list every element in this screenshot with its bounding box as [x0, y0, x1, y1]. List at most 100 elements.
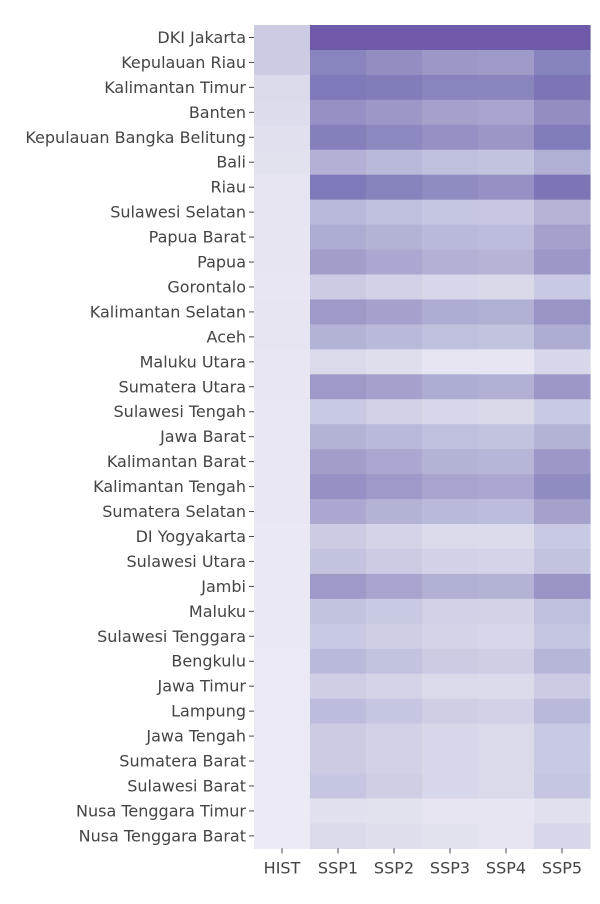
heatmap-cell	[478, 199, 535, 226]
y-tick-label: DI Yogyakarta	[136, 527, 246, 546]
heatmap-cell	[366, 124, 423, 151]
heatmap-cell	[478, 74, 535, 101]
heatmap-cell	[254, 349, 311, 375]
heatmap-cell	[366, 723, 423, 750]
heatmap-cell	[254, 449, 311, 475]
heatmap-cell	[534, 124, 591, 151]
y-tick-label: Jawa Tengah	[145, 727, 246, 746]
y-tick-label: Gorontalo	[167, 277, 246, 296]
y-tick-label: Bengkulu	[171, 652, 246, 671]
y-tick-label: Sulawesi Tengah	[114, 402, 246, 421]
heatmap-cell	[478, 648, 535, 675]
heatmap-cell	[254, 474, 311, 500]
heatmap-cell	[366, 798, 423, 824]
heatmap-cell	[310, 249, 367, 276]
heatmap-cell	[534, 25, 591, 51]
y-tick-label: Jawa Timur	[156, 677, 246, 696]
heatmap-cell	[254, 524, 311, 550]
y-tick-label: Bali	[216, 153, 246, 172]
heatmap-cell	[534, 499, 591, 525]
y-tick-label: Sumatera Utara	[119, 377, 246, 396]
heatmap-cell	[478, 25, 535, 51]
heatmap-cell	[310, 124, 367, 151]
heatmap-cell	[478, 823, 535, 849]
heatmap-cell	[422, 598, 479, 625]
heatmap-cell	[366, 299, 423, 325]
heatmap-cell	[422, 99, 479, 126]
heatmap-cell	[254, 199, 311, 226]
y-tick-label: Nusa Tenggara Barat	[79, 826, 246, 845]
y-tick-label: Jambi	[200, 577, 246, 596]
heatmap-cell	[254, 598, 311, 625]
heatmap-cell	[422, 648, 479, 675]
y-tick-label: Kepulauan Riau	[121, 53, 246, 72]
heatmap-cell	[422, 548, 479, 575]
y-tick-label: DKI Jakarta	[157, 28, 246, 47]
heatmap-cell	[478, 374, 535, 400]
heatmap-cell	[422, 199, 479, 226]
heatmap-cell	[310, 424, 367, 450]
heatmap-cell	[366, 823, 423, 849]
heatmap-cell	[422, 823, 479, 849]
heatmap-cell	[534, 623, 591, 650]
heatmap-cell	[254, 149, 311, 176]
y-tick-label: Riau	[210, 178, 246, 197]
heatmap-cell	[254, 698, 311, 725]
heatmap-cell	[478, 673, 535, 700]
y-tick-label: Sumatera Selatan	[102, 502, 246, 521]
heatmap-cell	[254, 224, 311, 251]
heatmap-cell	[534, 149, 591, 176]
y-tick-label: Papua Barat	[149, 228, 246, 247]
heatmap-cell	[534, 698, 591, 725]
heatmap-cell	[366, 648, 423, 675]
heatmap-cell	[254, 648, 311, 675]
heatmap-cell	[422, 449, 479, 475]
y-tick-label: Jawa Barat	[159, 427, 246, 446]
heatmap-cell	[478, 573, 535, 600]
heatmap-cell	[422, 573, 479, 600]
heatmap-cell	[310, 224, 367, 251]
heatmap-cell	[534, 224, 591, 251]
heatmap-cell	[254, 299, 311, 325]
heatmap-cell	[310, 449, 367, 475]
heatmap-cell	[422, 723, 479, 750]
heatmap-cell	[422, 149, 479, 176]
y-tick-label: Sulawesi Selatan	[110, 203, 246, 222]
heatmap-cell	[422, 324, 479, 350]
heatmap-cell	[310, 274, 367, 301]
heatmap-cell	[254, 548, 311, 575]
heatmap-cell	[310, 349, 367, 375]
heatmap-cell	[366, 449, 423, 475]
heatmap-cell	[254, 798, 311, 824]
heatmap-cell	[534, 424, 591, 450]
y-tick-label: Sulawesi Utara	[126, 552, 246, 571]
x-tick-label: SSP4	[486, 858, 526, 877]
heatmap-cell	[254, 399, 311, 425]
heatmap-cell	[310, 548, 367, 575]
heatmap-cell	[422, 474, 479, 500]
heatmap-cell	[478, 773, 535, 800]
heatmap-cell	[534, 748, 591, 775]
heatmap-cell	[366, 399, 423, 425]
heatmap-cells	[254, 25, 591, 849]
heatmap-cell	[366, 499, 423, 525]
heatmap-cell	[254, 573, 311, 600]
heatmap-cell	[534, 723, 591, 750]
x-tick-label: SSP5	[542, 858, 582, 877]
heatmap-cell	[534, 573, 591, 600]
heatmap-cell	[366, 673, 423, 700]
heatmap-cell	[534, 99, 591, 126]
heatmap-cell	[366, 374, 423, 400]
y-tick-label: Kepulauan Bangka Belitung	[25, 128, 246, 147]
heatmap-cell	[534, 199, 591, 226]
heatmap-cell	[310, 673, 367, 700]
heatmap-cell	[422, 124, 479, 151]
heatmap-cell	[366, 49, 423, 76]
heatmap-cell	[366, 25, 423, 51]
y-tick-label: Banten	[189, 103, 246, 122]
heatmap-cell	[422, 49, 479, 76]
x-tick-label: SSP1	[318, 858, 358, 877]
heatmap-cell	[478, 249, 535, 276]
heatmap-cell	[534, 249, 591, 276]
